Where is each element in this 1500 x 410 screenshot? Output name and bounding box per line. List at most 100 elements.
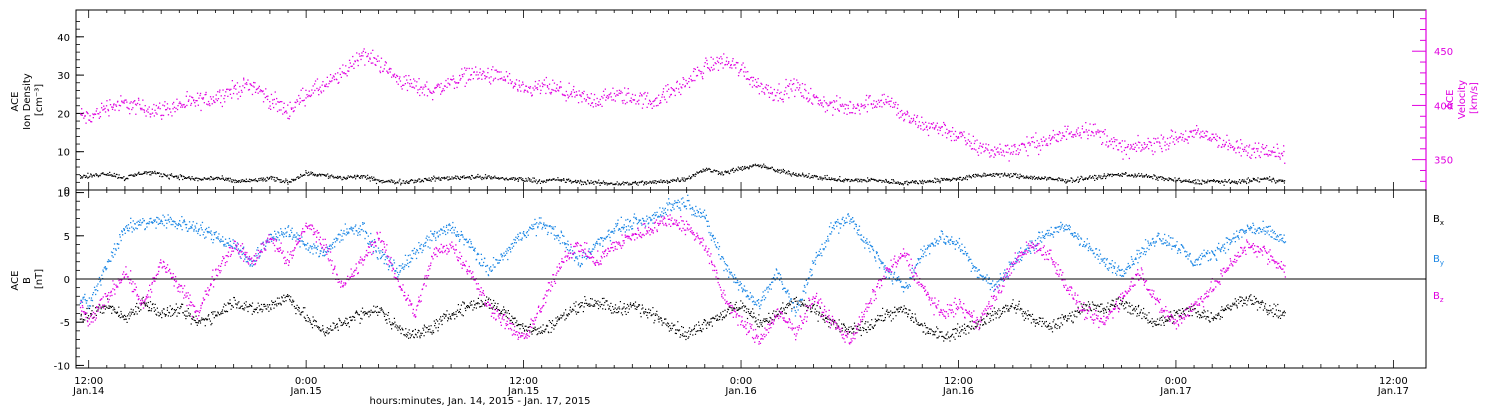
data-point [328,328,330,330]
data-point [150,113,152,115]
data-point [838,178,840,180]
data-point [755,165,757,167]
data-point [942,179,944,181]
data-point [146,110,148,112]
data-point [818,178,820,180]
data-point [566,94,569,96]
data-point [283,301,285,303]
data-point [989,156,991,158]
data-point [756,323,758,325]
data-point [1108,175,1110,177]
data-point [466,305,468,307]
data-point [570,311,572,313]
data-point [869,324,871,326]
data-point [1283,150,1285,153]
data-point [538,179,541,181]
data-point [794,95,796,98]
data-point [284,182,286,184]
data-point [556,84,558,86]
data-point [185,177,187,179]
data-point [572,89,574,91]
data-point [404,182,406,185]
data-point [1090,134,1092,137]
data-point [595,302,597,304]
data-point [1075,180,1077,182]
data-point [954,178,956,180]
data-point [598,101,600,103]
data-point [740,68,742,71]
data-point [843,179,845,181]
data-point [392,324,394,326]
data-point [358,53,360,55]
data-point [941,126,943,128]
data-point [1187,142,1189,144]
data-point [622,307,624,309]
data-point [273,98,275,101]
data-point [363,48,365,50]
data-point [409,333,411,335]
data-point [238,301,240,303]
data-point [196,322,198,324]
data-point [106,174,108,176]
data-point [370,177,372,179]
data-point [199,92,202,95]
data-point [337,326,339,328]
data-point [1034,146,1036,148]
data-point [455,82,457,84]
data-point [1070,131,1072,133]
data-point [1253,147,1255,149]
data-point [430,325,432,327]
data-point [1074,133,1076,136]
data-point [107,173,109,175]
data-point [361,318,363,320]
data-point [1258,155,1260,157]
data-point [1032,136,1034,138]
data-point [927,180,929,182]
data-point [943,177,945,180]
data-point [1243,148,1246,151]
data-point [1072,136,1074,138]
data-point [958,178,960,180]
data-point [575,313,578,315]
data-point [225,304,227,306]
data-point [314,175,316,177]
data-point [368,316,370,318]
data-point [784,90,786,92]
data-point [481,176,483,178]
data-point [1175,136,1177,138]
data-point [847,104,849,107]
data-point [911,180,914,182]
data-point [765,166,767,168]
data-point [581,305,583,307]
data-point [143,109,145,111]
data-point [686,83,688,85]
data-point [1249,180,1251,182]
data-point [655,97,657,100]
data-point [183,103,185,106]
data-point [201,97,203,99]
data-point [339,175,341,178]
data-point [1169,142,1171,144]
data-point [917,183,920,185]
data-point [587,303,590,305]
data-point [754,78,757,81]
data-point [1141,144,1143,146]
data-point [459,308,461,310]
data-point [1262,143,1264,146]
data-point [441,323,443,326]
data-point [261,177,263,179]
data-point [461,68,463,70]
data-point [888,316,890,318]
data-point [463,303,465,305]
data-point [601,303,603,306]
data-point [363,175,365,177]
data-point [463,73,465,75]
data-point [308,94,310,97]
data-point [393,73,396,75]
data-point [83,174,85,176]
data-point [184,105,186,108]
data-point [965,178,967,180]
data-point [233,87,235,89]
data-point [648,99,651,101]
